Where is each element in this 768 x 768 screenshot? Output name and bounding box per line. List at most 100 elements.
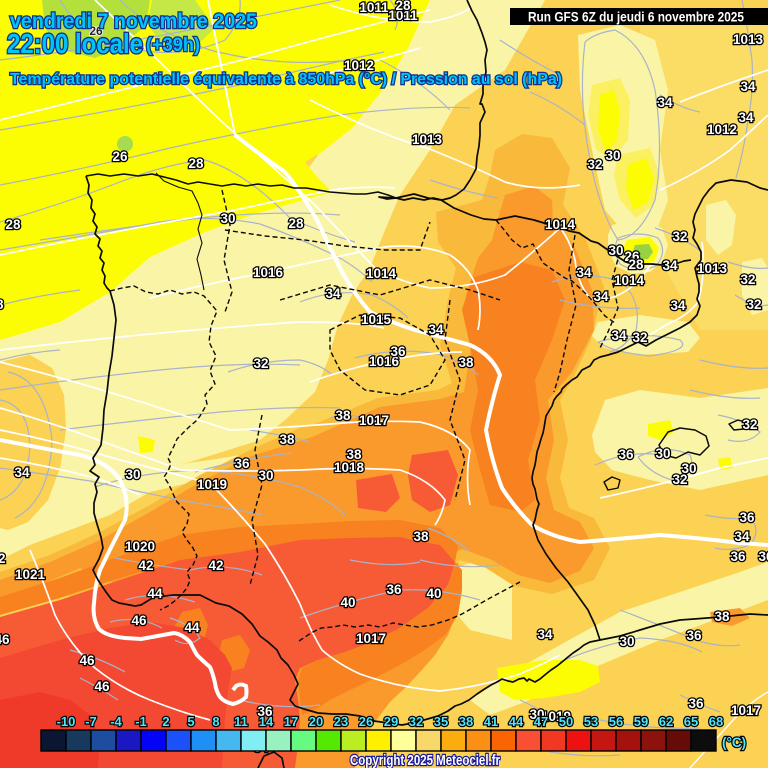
svg-text:42: 42 <box>138 558 153 573</box>
svg-text:28: 28 <box>288 216 304 231</box>
svg-text:32: 32 <box>740 272 755 287</box>
svg-text:50: 50 <box>559 714 573 729</box>
svg-text:5: 5 <box>187 714 194 729</box>
svg-text:32: 32 <box>587 157 602 172</box>
svg-text:1016: 1016 <box>253 265 284 280</box>
svg-text:14: 14 <box>259 714 274 729</box>
svg-text:1016: 1016 <box>369 354 400 369</box>
svg-text:1013: 1013 <box>412 132 443 147</box>
svg-text:34: 34 <box>662 258 678 273</box>
svg-text:44: 44 <box>147 586 163 601</box>
svg-text:38: 38 <box>279 432 295 447</box>
svg-text:26: 26 <box>624 249 640 264</box>
svg-text:65: 65 <box>684 714 698 729</box>
svg-text:20: 20 <box>309 714 323 729</box>
svg-text:34: 34 <box>670 298 686 313</box>
svg-text:2: 2 <box>162 714 169 729</box>
svg-text:1018: 1018 <box>334 460 365 475</box>
svg-text:-7: -7 <box>85 714 97 729</box>
svg-text:34: 34 <box>740 79 756 94</box>
svg-text:36: 36 <box>739 510 755 525</box>
svg-text:36: 36 <box>386 582 402 597</box>
svg-text:59: 59 <box>634 714 648 729</box>
svg-text:46: 46 <box>0 632 10 647</box>
svg-text:36: 36 <box>257 704 273 719</box>
svg-text:35: 35 <box>434 714 448 729</box>
svg-text:38: 38 <box>459 714 473 729</box>
svg-text:46: 46 <box>94 679 110 694</box>
svg-text:68: 68 <box>709 714 723 729</box>
svg-text:1015: 1015 <box>361 312 392 327</box>
svg-text:1017: 1017 <box>359 413 389 428</box>
svg-text:32: 32 <box>409 714 423 729</box>
svg-text:32: 32 <box>632 330 647 345</box>
svg-text:28: 28 <box>5 217 21 232</box>
svg-text:36: 36 <box>758 549 768 564</box>
svg-text:23: 23 <box>334 714 348 729</box>
svg-text:1017: 1017 <box>356 631 386 646</box>
svg-text:30: 30 <box>529 707 544 722</box>
svg-text:1014: 1014 <box>545 217 576 232</box>
svg-text:34: 34 <box>657 95 673 110</box>
svg-text:1017: 1017 <box>731 703 761 718</box>
svg-text:34: 34 <box>611 328 627 343</box>
svg-text:1011: 1011 <box>388 8 418 23</box>
svg-text:29: 29 <box>384 714 398 729</box>
svg-text:1021: 1021 <box>15 567 46 582</box>
svg-text:36: 36 <box>730 549 746 564</box>
svg-text:26: 26 <box>112 149 128 164</box>
svg-text:36: 36 <box>234 456 250 471</box>
svg-text:34: 34 <box>738 110 754 125</box>
svg-text:1012: 1012 <box>344 58 374 73</box>
svg-text:36: 36 <box>688 696 704 711</box>
svg-text:62: 62 <box>659 714 673 729</box>
svg-text:34: 34 <box>14 465 30 480</box>
svg-text:34: 34 <box>593 289 609 304</box>
svg-text:30: 30 <box>605 148 620 163</box>
svg-text:30: 30 <box>619 634 634 649</box>
svg-text:1012: 1012 <box>707 122 737 137</box>
svg-text:-1: -1 <box>135 714 147 729</box>
svg-text:42: 42 <box>208 558 223 573</box>
svg-text:1013: 1013 <box>697 261 728 276</box>
svg-text:34: 34 <box>576 265 592 280</box>
svg-text:32: 32 <box>672 229 687 244</box>
svg-text:17: 17 <box>284 714 298 729</box>
svg-text:Copyright 2025 Meteociel.fr: Copyright 2025 Meteociel.fr <box>350 753 500 768</box>
svg-text:53: 53 <box>584 714 598 729</box>
svg-text:30: 30 <box>681 461 696 476</box>
svg-text:28: 28 <box>0 297 4 312</box>
svg-text:26: 26 <box>359 714 373 729</box>
svg-text:-4: -4 <box>110 714 122 729</box>
svg-text:1019: 1019 <box>541 709 571 724</box>
svg-text:30: 30 <box>125 467 140 482</box>
svg-text:1014: 1014 <box>366 266 397 281</box>
svg-text:1020: 1020 <box>125 539 155 554</box>
svg-text:1013: 1013 <box>733 32 764 47</box>
svg-text:28: 28 <box>188 156 204 171</box>
svg-text:36: 36 <box>390 344 406 359</box>
svg-text:34: 34 <box>325 286 341 301</box>
svg-text:32: 32 <box>672 472 687 487</box>
svg-text:Run GFS 6Z du jeudi 6 novembre: Run GFS 6Z du jeudi 6 novembre 2025 <box>528 10 744 25</box>
svg-text:38: 38 <box>346 447 362 462</box>
svg-text:41: 41 <box>484 714 498 729</box>
svg-text:46: 46 <box>79 653 95 668</box>
svg-text:38: 38 <box>335 408 351 423</box>
svg-text:-10: -10 <box>57 714 76 729</box>
svg-text:44: 44 <box>184 620 200 635</box>
svg-text:28: 28 <box>628 257 644 272</box>
svg-text:1014: 1014 <box>614 273 645 288</box>
svg-text:32: 32 <box>746 297 761 312</box>
svg-text:34: 34 <box>734 529 750 544</box>
svg-text:30: 30 <box>608 243 623 258</box>
svg-text:32: 32 <box>253 356 268 371</box>
svg-text:36: 36 <box>618 447 634 462</box>
svg-text:26: 26 <box>89 24 103 38</box>
svg-text:(°C): (°C) <box>722 735 746 750</box>
svg-text:30: 30 <box>655 446 670 461</box>
svg-text:56: 56 <box>609 714 623 729</box>
svg-text:34: 34 <box>537 627 553 642</box>
svg-text:vendredi 7 novembre 2025: vendredi 7 novembre 2025 <box>10 10 257 33</box>
svg-text:32: 32 <box>742 417 757 432</box>
